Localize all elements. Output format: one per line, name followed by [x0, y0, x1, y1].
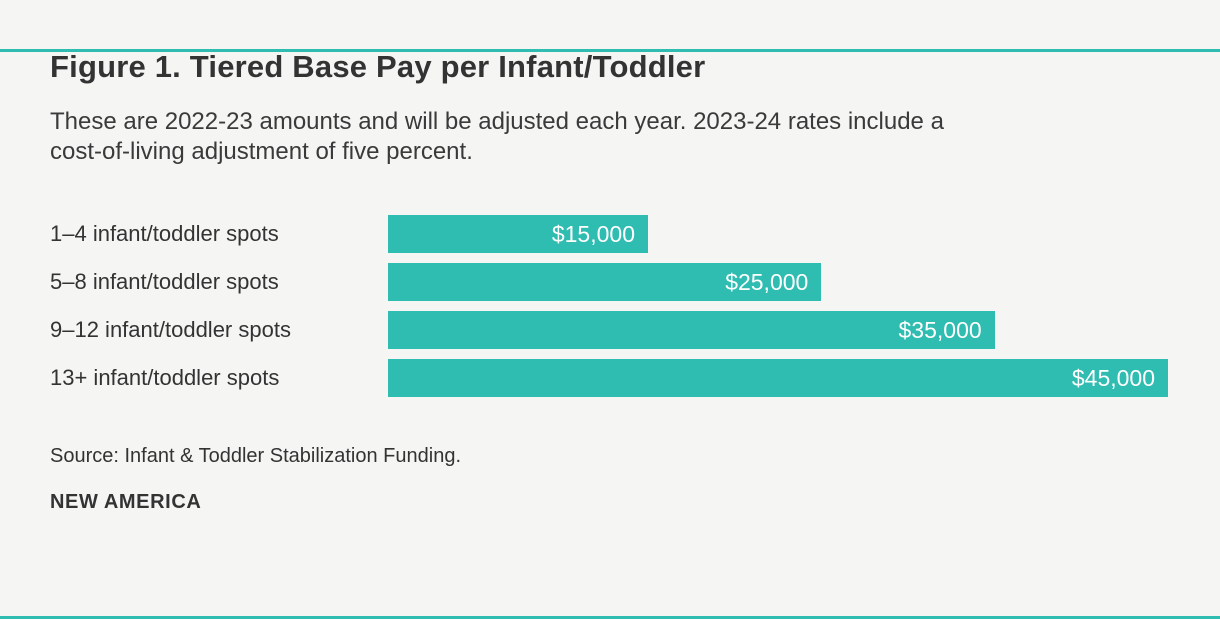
- figure-title: Figure 1. Tiered Base Pay per Infant/Tod…: [50, 49, 706, 84]
- bar-chart: 1–4 infant/toddler spots $15,000 5–8 infan…: [50, 215, 1170, 397]
- category-label: 1–4 infant/toddler spots: [50, 221, 279, 246]
- value-label: $25,000: [725, 268, 809, 295]
- figure-subtitle-line-2: cost-of-living adjustment of five percen…: [50, 138, 473, 165]
- chart-row: 5–8 infant/toddler spots $25,000: [50, 263, 1170, 301]
- brand-wordmark: NEW AMERICA: [50, 491, 202, 513]
- top-accent-rule: [0, 49, 1220, 52]
- bar: $15,000: [388, 215, 648, 253]
- bar: $45,000: [388, 359, 1168, 397]
- bar: $35,000: [388, 311, 995, 349]
- bar-track: $15,000: [388, 215, 1168, 253]
- value-label: $35,000: [898, 316, 982, 343]
- chart-row: 1–4 infant/toddler spots $15,000: [50, 215, 1170, 253]
- chart-row: 13+ infant/toddler spots $45,000: [50, 359, 1170, 397]
- category-label: 5–8 infant/toddler spots: [50, 269, 279, 294]
- source-note: Source: Infant & Toddler Stabilization F…: [50, 445, 461, 467]
- category-label: 13+ infant/toddler spots: [50, 365, 280, 390]
- figure-subtitle-line-1: These are 2022-23 amounts and will be ad…: [50, 108, 944, 135]
- category-label: 9–12 infant/toddler spots: [50, 317, 291, 342]
- bar: $25,000: [388, 263, 822, 301]
- value-label: $15,000: [551, 220, 635, 247]
- bar-track: $45,000: [388, 359, 1168, 397]
- figure-container: Figure 1. Tiered Base Pay per Infant/Tod…: [0, 49, 1220, 514]
- bar-track: $35,000: [388, 311, 1168, 349]
- bar-track: $25,000: [388, 263, 1168, 301]
- chart-row: 9–12 infant/toddler spots $35,000: [50, 311, 1170, 349]
- value-label: $45,000: [1071, 364, 1155, 391]
- figure-subtitle: These are 2022-23 amounts and will be ad…: [50, 107, 1170, 167]
